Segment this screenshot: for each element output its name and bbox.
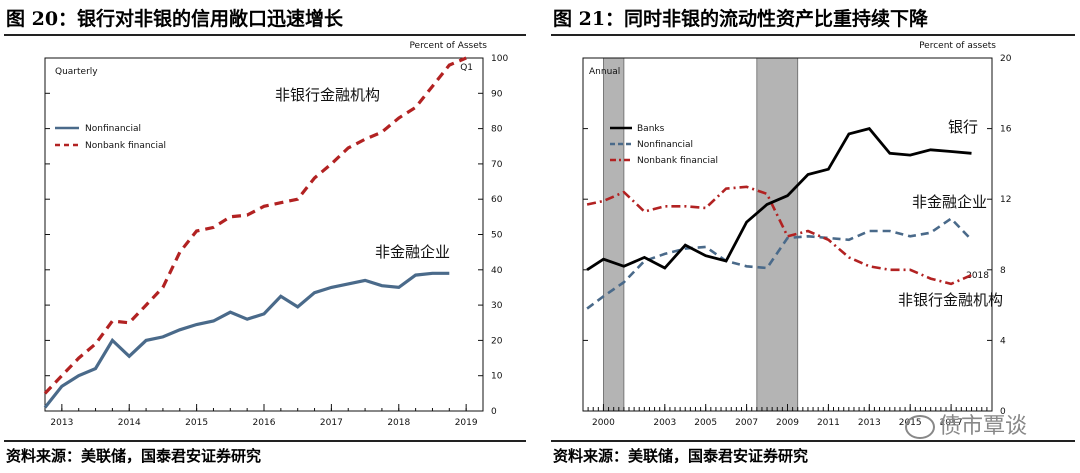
right-chart-ytick-label: 4 (1000, 336, 1006, 346)
right-chart-xtick-label: 2011 (817, 418, 840, 428)
right-annotation-nonfinancial: 非金融企业 (912, 193, 987, 211)
right-chart-xtick-label: 2017 (940, 418, 963, 428)
right-chart-xtick-label: 2009 (776, 418, 799, 428)
watermark: 债市覃谈 (905, 408, 1027, 440)
watermark-text: 债市覃谈 (939, 414, 1028, 439)
left-chart-xtick-label: 2017 (320, 418, 343, 428)
left-chart-ytick-label: 40 (491, 266, 503, 276)
left-chart-xtick-label: 2016 (253, 418, 276, 428)
left-chart-end-label: Q1 (460, 63, 473, 73)
right-chart-xtick-label: 2013 (858, 418, 881, 428)
left-legend-nonbank-label: Nonbank financial (85, 141, 166, 151)
right-chart-ytick-label: 0 (1000, 407, 1006, 417)
left-chart-xtick-label: 2019 (455, 418, 478, 428)
left-legend-nonfinancial-label: Nonfinancial (85, 124, 141, 134)
left-chart-ytick-label: 100 (491, 54, 508, 64)
left-chart-ytick-label: 70 (491, 160, 503, 170)
left-chart-ytick-label: 60 (491, 195, 503, 205)
right-chart-xtick-label: 2007 (735, 418, 758, 428)
wechat-icon (905, 415, 935, 439)
right-annotation-nonbank: 非银行金融机构 (898, 291, 1003, 309)
left-chart-title: 图 20：银行对非银的信用敞口迅速增长 (6, 8, 344, 30)
left-chart-y-axis-label: Percent of Assets (409, 41, 487, 51)
right-series-banks-line (586, 127, 972, 271)
left-chart-ytick-label: 50 (491, 231, 503, 241)
right-series-nonbank-line (586, 185, 973, 286)
right-chart-frequency-label: Annual (589, 67, 620, 77)
right-chart-recession-band (603, 57, 625, 412)
left-chart-xtick-label: 2014 (118, 418, 141, 428)
right-chart-xtick-label: 2005 (694, 418, 717, 428)
right-chart-ytick-label: 16 (1000, 125, 1012, 135)
left-chart-frequency-label: Quarterly (55, 67, 98, 77)
left-source-rule (4, 440, 526, 442)
right-source-note: 资料来源：美联储，国泰君安证券研究 (553, 447, 809, 465)
right-chart-ytick-label: 20 (1000, 54, 1012, 64)
right-annotation-banks: 银行 (948, 118, 978, 136)
left-chart-ytick-label: 30 (491, 301, 503, 311)
right-chart-ytick-label: 12 (1000, 195, 1011, 205)
right-legend-nonfinancial-label: Nonfinancial (637, 140, 693, 150)
right-legend-nonbank-label: Nonbank financial (637, 156, 718, 166)
right-legend-banks-label: Banks (637, 124, 665, 134)
left-annotation-nonbank: 非银行金融机构 (275, 86, 380, 104)
right-title-rule (551, 34, 1075, 36)
left-source-note: 资料来源：美联储，国泰君安证券研究 (6, 447, 262, 465)
left-chart-ytick-label: 10 (491, 372, 503, 382)
right-chart-end-label: 2018 (966, 271, 989, 281)
right-chart-xtick-label: 2000 (592, 418, 615, 428)
left-chart-xtick-label: 2018 (387, 418, 410, 428)
left-chart-ytick-label: 0 (491, 407, 497, 417)
right-chart-ytick-label: 8 (1000, 266, 1006, 276)
left-annotation-nonfinancial: 非金融企业 (375, 243, 450, 261)
right-source-rule (551, 440, 1075, 442)
right-chart-y-axis-label: Percent of assets (919, 41, 996, 51)
left-title-rule (4, 34, 526, 36)
left-chart-frame (44, 57, 484, 412)
left-chart-ytick-label: 80 (491, 125, 503, 135)
left-chart-xtick-label: 2015 (185, 418, 208, 428)
right-chart-title: 图 21：同时非银的流动性资产比重持续下降 (553, 8, 929, 30)
left-series-nonfinancial-line (43, 271, 450, 409)
right-chart-xtick-label: 2003 (653, 418, 676, 428)
left-chart-ytick-label: 20 (491, 336, 503, 346)
left-chart-xtick-label: 2013 (50, 418, 73, 428)
left-chart-ytick-label: 90 (491, 89, 503, 99)
left-series-nonbank-line (43, 56, 467, 395)
